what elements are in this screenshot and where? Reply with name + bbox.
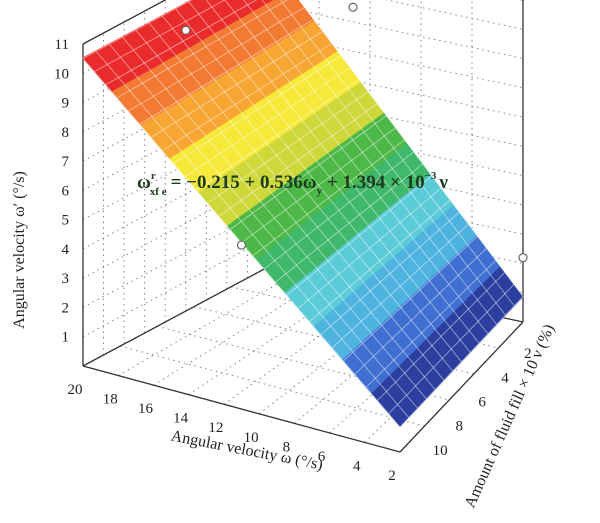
data-point-marker (181, 25, 191, 35)
eq-rhs-sub: y (317, 185, 323, 197)
z-tick-label: 1 (62, 330, 70, 346)
data-point-marker (348, 2, 358, 12)
y-tick-label: 10 (433, 443, 448, 459)
y-axis-label: Amount of fluid fill × 10 ν (%) (462, 322, 558, 511)
grid-line (156, 325, 450, 401)
z-axis-label: Angular velocity ω′ (°/s) (11, 171, 28, 329)
regression-equation: ωr xf e = −0.215 + 0.536ωy + 1.394 × 10−3 ν (137, 170, 448, 198)
surface-mesh-line (188, 1, 471, 353)
x-tick-label: 12 (208, 420, 223, 436)
z-tick-label: 4 (62, 242, 70, 258)
data-point-marker (518, 253, 528, 263)
frame-line (399, 321, 524, 453)
surface-mesh-line (175, 8, 462, 362)
frame-line (82, 365, 401, 453)
eq-lhs-sup: r (151, 170, 156, 182)
eq-lhs-sub: xf e (150, 186, 167, 198)
eq-rhs-mid: + 1.394 × 10 (322, 172, 424, 193)
y-tick-label: 2 (524, 346, 532, 362)
y-tick-label: 6 (478, 395, 486, 411)
x-tick-label: 14 (173, 411, 189, 427)
surface-mesh-line (243, 0, 497, 325)
z-tick-label: 7 (62, 154, 70, 170)
z-tick-label: 5 (62, 213, 70, 229)
z-tick-label: 11 (55, 37, 69, 53)
surface-markers (181, 2, 528, 263)
surface-mesh-line (161, 15, 454, 372)
x-tick-label: 8 (283, 439, 291, 455)
x-tick-label: 6 (318, 449, 326, 465)
surface-mesh-line (135, 29, 436, 390)
surface-mesh-line (224, 0, 489, 335)
x-tick-label: 16 (138, 401, 154, 417)
surface-plot (82, 0, 524, 428)
z-tick-label: 3 (62, 271, 70, 287)
eq-rhs-end: ν (438, 172, 448, 193)
surface-mesh-line (261, 0, 506, 316)
z-tick-label: 10 (54, 66, 69, 82)
x-tick-label: 18 (103, 392, 118, 408)
eq-rhs-exp: −3 (425, 170, 437, 182)
surface-mesh-line (205, 0, 480, 344)
grid-line (117, 272, 297, 376)
eq-lhs: ω (137, 172, 151, 193)
x-tick-label: 4 (353, 458, 361, 474)
y-tick-label: 4 (501, 370, 509, 386)
y-tick-label: 8 (455, 419, 463, 435)
surface-mesh-line (298, 0, 524, 297)
grid-line (153, 278, 325, 386)
z-tick-label: 6 (62, 183, 70, 199)
surface-mesh-line (148, 22, 445, 381)
x-tick-label: 10 (244, 430, 259, 446)
surface-mesh-line (122, 36, 427, 400)
z-tick-label: 8 (62, 125, 70, 141)
z-tick-label: 2 (62, 300, 70, 316)
surface-mesh-line (280, 0, 515, 307)
z-tick-label: 9 (62, 96, 70, 112)
surface-mesh-line (95, 51, 410, 418)
x-tick-label: 20 (68, 382, 83, 398)
eq-rhs-main: = −0.215 + 0.536ω (171, 172, 317, 193)
data-point-marker (236, 240, 247, 250)
x-tick-label: 2 (388, 468, 396, 484)
frame-line (82, 0, 167, 45)
surface-mesh-line (109, 43, 418, 409)
frame-line (82, 266, 269, 367)
